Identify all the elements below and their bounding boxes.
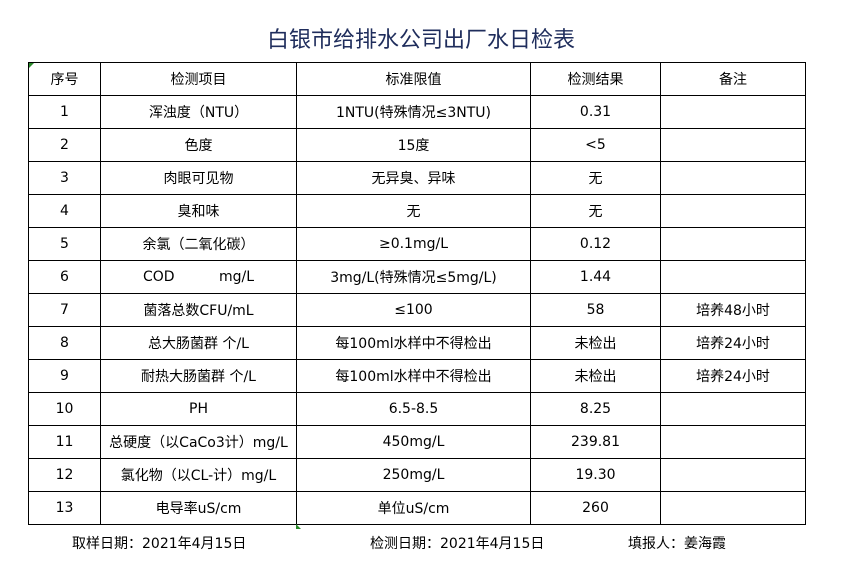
cell-marker [296,524,301,529]
standard-limit-cell: 6.5-8.5 [296,392,531,426]
table-row: 1 浑浊度（NTU） 1NTU(特殊情况≤3NTU) 0.31 [28,95,806,129]
standard-limit-cell: 每100ml水样中不得检出 [296,326,531,360]
test-item-cell: 浑浊度（NTU） [100,95,297,129]
remark-cell [660,458,806,492]
row-number-cell: 1 [28,95,101,129]
standard-limit-cell: ≥0.1mg/L [296,227,531,261]
table-row: 9 耐热大肠菌群 个/L 每100ml水样中不得检出 未检出 培养24小时 [28,359,806,393]
test-date: 检测日期：2021年4月15日 [370,536,545,552]
table-header-row: 序号 检测项目 标准限值 检测结果 备注 [28,62,806,96]
remark-cell [660,425,806,459]
remark-cell [660,128,806,162]
test-item-cell: 氯化物（以CL-计）mg/L [100,458,297,492]
test-item-cell: 臭和味 [100,194,297,228]
standard-limit-cell: 无 [296,194,531,228]
test-item-cell: 总硬度（以CaCo3计）mg/L [100,425,297,459]
row-number-cell: 5 [28,227,101,261]
test-item-cell: 总大肠菌群 个/L [100,326,297,360]
table-row: 13 电导率uS/cm 单位uS/cm 260 [28,491,806,525]
remark-cell [660,260,806,294]
test-result-cell: 1.44 [530,260,661,294]
test-result-cell: 无 [530,194,661,228]
table-row: 6 COD mg/L 3mg/L(特殊情况≤5mg/L) 1.44 [28,260,806,294]
standard-limit-cell: 无异臭、异味 [296,161,531,195]
remark-cell [660,161,806,195]
standard-limit-cell: 3mg/L(特殊情况≤5mg/L) [296,260,531,294]
table-row: 12 氯化物（以CL-计）mg/L 250mg/L 19.30 [28,458,806,492]
test-result-cell: 239.81 [530,425,661,459]
remark-cell: 培养24小时 [660,359,806,393]
header-cell: 备注 [660,62,806,96]
test-item-cell: 电导率uS/cm [100,491,297,525]
table-row: 4 臭和味无无 [28,194,806,228]
page-title: 白银市给排水公司出厂水日检表 [266,28,575,53]
table-row: 7 菌落总数CFU/mL ≤100 58 培养48小时 [28,293,806,327]
row-number-cell: 2 [28,128,101,162]
test-result-cell: 0.31 [530,95,661,129]
test-result-cell: 未检出 [530,326,661,360]
header-cell: 检测结果 [530,62,661,96]
remark-cell [660,227,806,261]
header-cell: 检测项目 [100,62,297,96]
test-item-cell: 余氯（二氧化碳） [100,227,297,261]
test-result-cell: 8.25 [530,392,661,426]
table-row: 8 总大肠菌群 个/L 每100ml水样中不得检出 未检出 培养24小时 [28,326,806,360]
table-row: 11 总硬度（以CaCo3计）mg/L 450mg/L 239.81 [28,425,806,459]
remark-cell [660,194,806,228]
sample-date: 取样日期：2021年4月15日 [72,536,247,552]
table-row: 10 PH 6.5-8.5 8.25 [28,392,806,426]
standard-limit-cell: 1NTU(特殊情况≤3NTU) [296,95,531,129]
remark-cell [660,392,806,426]
reporter: 填报人：姜海霞 [628,536,726,552]
remark-cell: 培养48小时 [660,293,806,327]
header-cell: 序号 [28,62,101,96]
test-result-cell: 19.30 [530,458,661,492]
test-item-cell: 肉眼可见物 [100,161,297,195]
cell-marker [29,63,34,68]
header-cell: 标准限值 [296,62,531,96]
row-number-cell: 7 [28,293,101,327]
remark-cell [660,491,806,525]
row-number-cell: 4 [28,194,101,228]
row-number-cell: 3 [28,161,101,195]
standard-limit-cell: 15度 [296,128,531,162]
test-item-cell: 耐热大肠菌群 个/L [100,359,297,393]
standard-limit-cell: 450mg/L [296,425,531,459]
row-number-cell: 10 [28,392,101,426]
remark-cell [660,95,806,129]
remark-cell: 培养24小时 [660,326,806,360]
test-result-cell: 58 [530,293,661,327]
table-row: 3 肉眼可见物 无异臭、异味无 [28,161,806,195]
inspection-table: 序号 检测项目 标准限值 检测结果 备注 1 浑浊度（NTU） 1NTU(特殊情况≤… [28,62,806,525]
row-number-cell: 9 [28,359,101,393]
row-number-cell: 8 [28,326,101,360]
standard-limit-cell: 每100ml水样中不得检出 [296,359,531,393]
standard-limit-cell: 单位uS/cm [296,491,531,525]
row-number-cell: 11 [28,425,101,459]
test-result-cell: 未检出 [530,359,661,393]
table-row: 2 色度 15度 <5 [28,128,806,162]
test-item-cell: COD mg/L [100,260,297,294]
standard-limit-cell: ≤100 [296,293,531,327]
test-result-cell: 260 [530,491,661,525]
row-number-cell: 13 [28,491,101,525]
row-number-cell: 6 [28,260,101,294]
row-number-cell: 12 [28,458,101,492]
test-result-cell: 0.12 [530,227,661,261]
test-item-cell: 色度 [100,128,297,162]
table-row: 5 余氯（二氧化碳） ≥0.1mg/L 0.12 [28,227,806,261]
test-item-cell: 菌落总数CFU/mL [100,293,297,327]
test-result-cell: 无 [530,161,661,195]
test-item-cell: PH [100,392,297,426]
standard-limit-cell: 250mg/L [296,458,531,492]
test-result-cell: <5 [530,128,661,162]
